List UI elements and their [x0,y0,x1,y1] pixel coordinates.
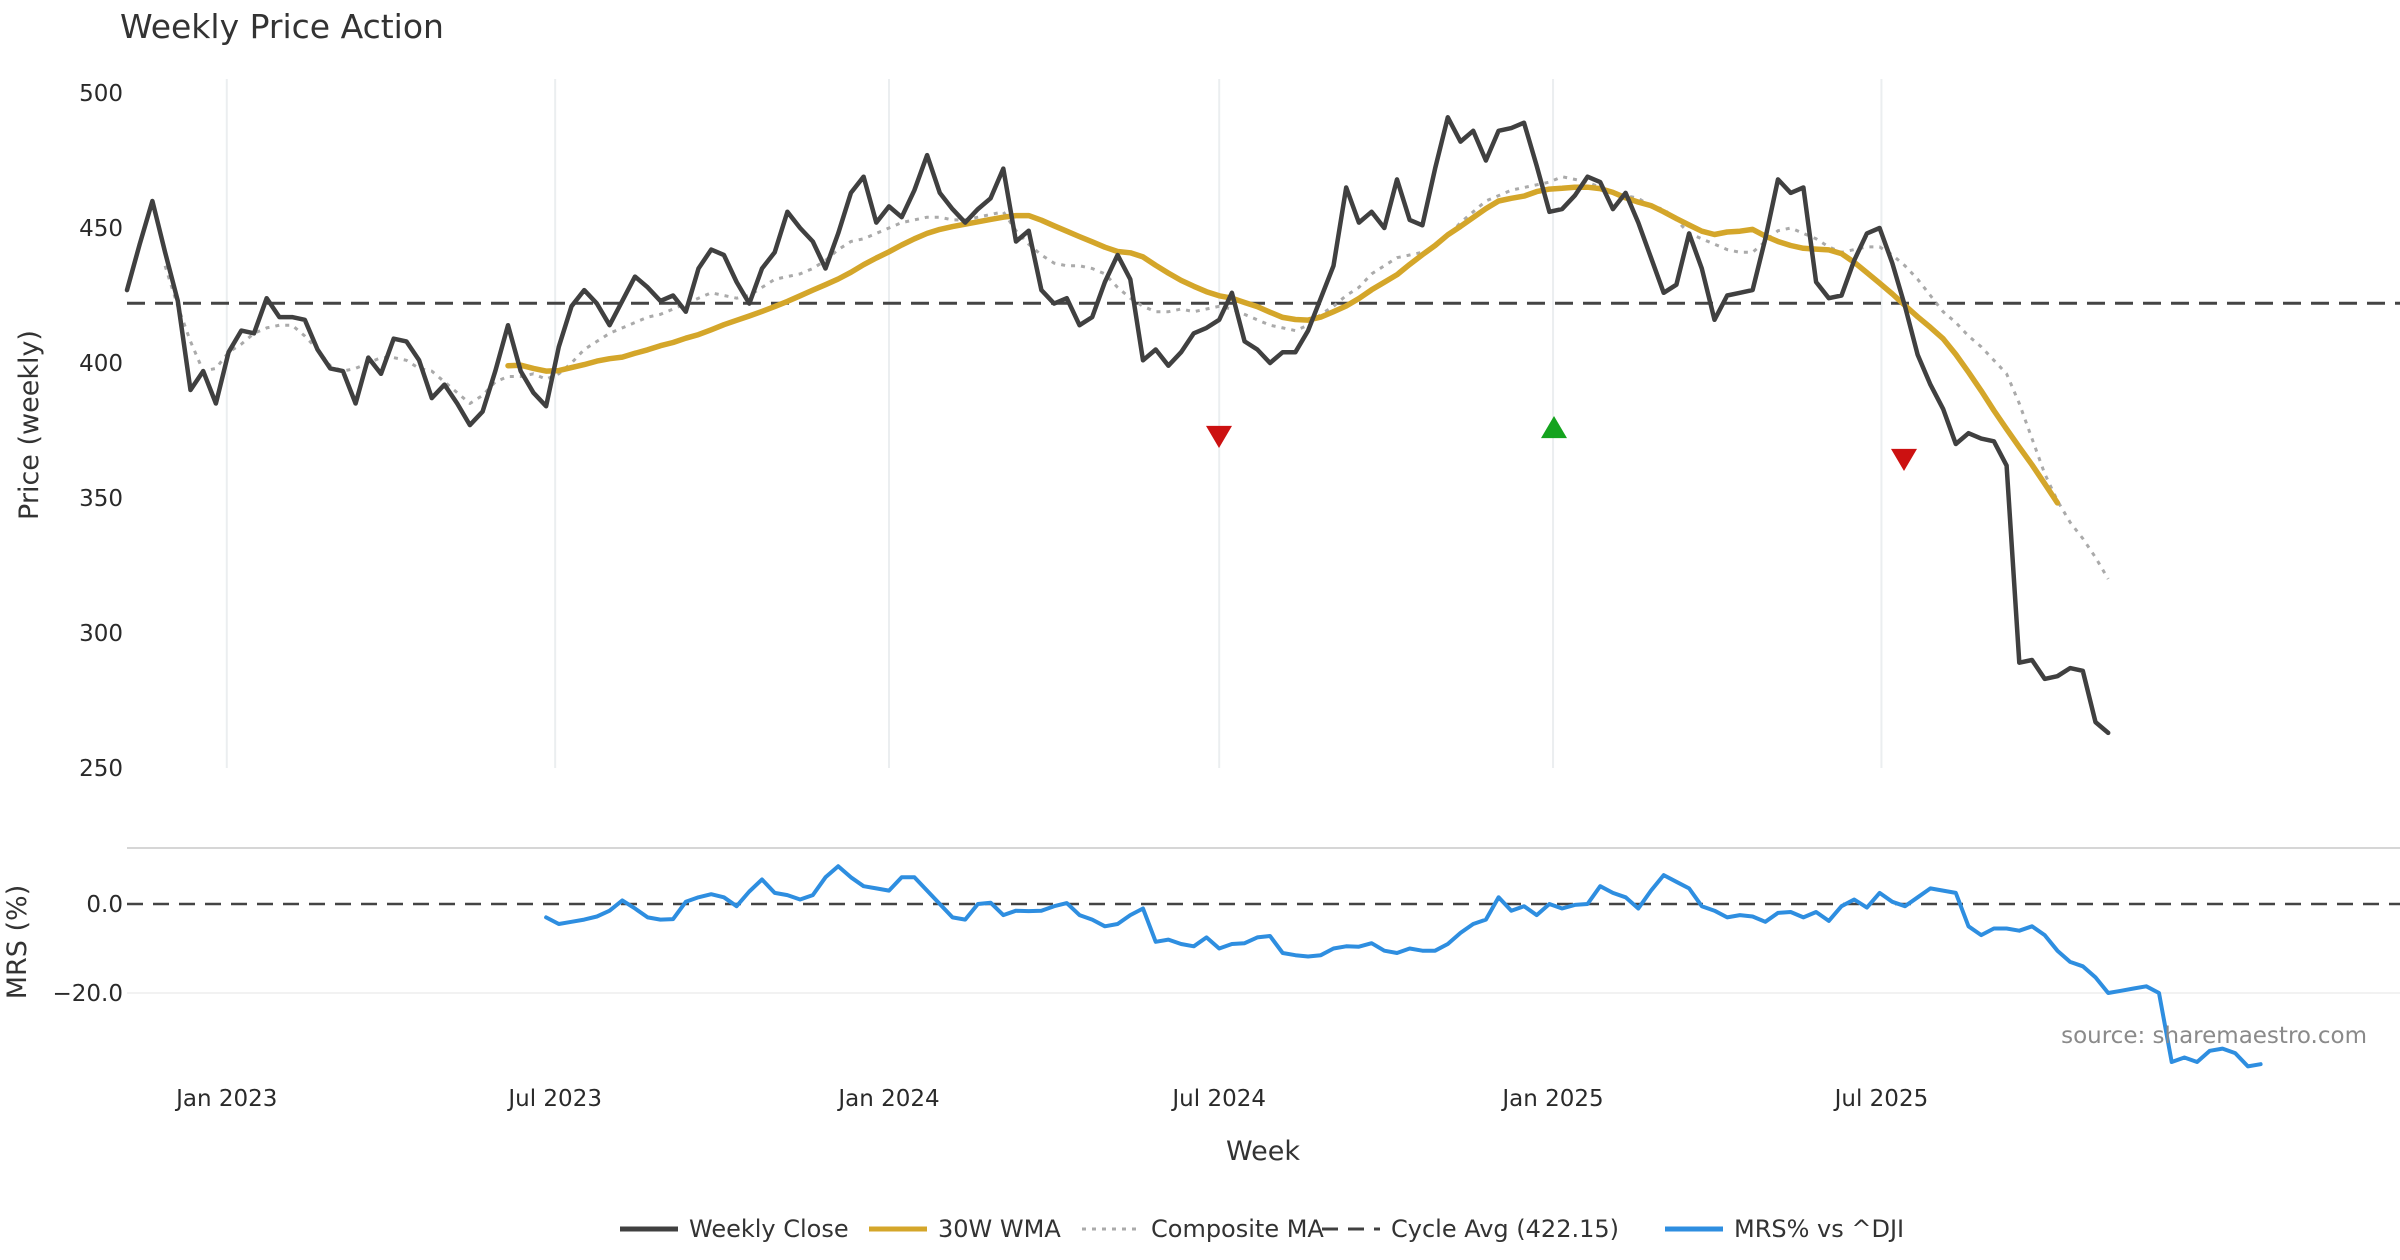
buy-signal-marker [1541,416,1567,439]
x-tick-label: Jul 2023 [506,1086,602,1112]
legend-label: 30W WMA [938,1215,1061,1243]
x-ticks: Jan 2023 Jul 2023 Jan 2024 Jul 2024 Jan 2025… [174,1086,1928,1112]
price-axis-title: Price (weekly) [14,330,45,520]
weekly-close-line [124,115,2111,736]
x-tick-label: Jan 2025 [1500,1086,1603,1112]
price-tick-label: 300 [79,621,123,647]
sell-signal-marker [1206,425,1232,448]
price-tick-label: 250 [79,756,123,782]
legend-label: Composite MA [1151,1215,1324,1243]
mrs-line [544,864,2263,1069]
legend-label: MRS% vs ^DJI [1734,1215,1904,1243]
legend-label: Cycle Avg (422.15) [1391,1215,1619,1243]
x-tick-label: Jan 2024 [836,1086,939,1112]
price-tick-label: 350 [79,486,123,512]
sell-signal-marker [1891,448,1917,471]
legend: Weekly Close 30W WMA Composite MA Cycle Avg… [620,1215,1904,1243]
chart-title: Weekly Price Action [120,7,444,46]
legend-label: Weekly Close [689,1215,849,1243]
source-note: source: sharemaestro.com [2061,1023,2367,1049]
x-axis-title: Week [1226,1136,1300,1167]
composite-ma-line [163,175,2110,580]
mrs-tick-label: −20.0 [53,981,123,1007]
30w-wma-line [505,184,2061,506]
mrs-tick-label: 0.0 [86,892,123,918]
x-tick-label: Jan 2023 [174,1086,277,1112]
mrs-y-ticks: 0.0 −20.0 [53,892,123,1007]
price-y-ticks: 500 450 400 350 300 250 [79,81,123,782]
gridlines [127,79,2400,994]
price-tick-label: 400 [79,351,123,377]
x-tick-label: Jul 2025 [1833,1086,1929,1112]
series-layer [124,115,2400,1069]
price-tick-label: 500 [79,81,123,107]
price-tick-label: 450 [79,216,123,242]
mrs-axis-title: MRS (%) [2,885,33,1000]
x-tick-label: Jul 2024 [1170,1086,1266,1112]
signal-markers [1206,416,1917,471]
